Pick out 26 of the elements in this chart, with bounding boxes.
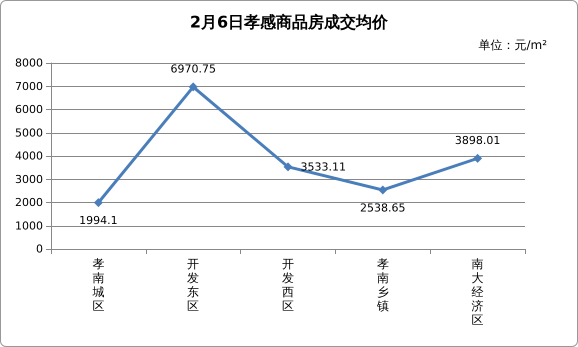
data-label: 1994.1 (79, 214, 118, 228)
point (378, 185, 388, 194)
point (94, 198, 103, 208)
y-tick-label: 1000 (15, 219, 43, 232)
x-tick-label: 孝南城区 (91, 257, 104, 313)
point (473, 154, 482, 163)
x-tick-label: 开发西区 (282, 257, 294, 313)
y-tick-label: 8000 (15, 56, 43, 70)
y-tick-label: 5000 (15, 126, 43, 140)
x-tick-label: 开发东区 (187, 257, 200, 313)
y-tick-label: 3000 (15, 172, 43, 186)
x-tick-label: 孝南乡镇 (376, 257, 389, 313)
y-tick-label: 2000 (15, 196, 43, 209)
point (188, 82, 198, 92)
text: 单位：元/m² (478, 38, 548, 52)
y-tick-label: 6000 (15, 103, 43, 116)
point (284, 162, 292, 172)
data-label: 2538.65 (360, 201, 406, 214)
x-tick-label: 南大经济区 (472, 257, 484, 327)
chart-title: 2月6日孝感商品房成交均价 (190, 12, 390, 32)
y-tick-label: 0 (36, 242, 43, 256)
y-tick-label: 7000 (15, 80, 43, 93)
data-label: 3898.01 (454, 134, 500, 147)
data-label: 3533.11 (300, 160, 346, 174)
y-tick-label: 4000 (15, 150, 43, 162)
data-label: 6970.75 (170, 62, 216, 76)
